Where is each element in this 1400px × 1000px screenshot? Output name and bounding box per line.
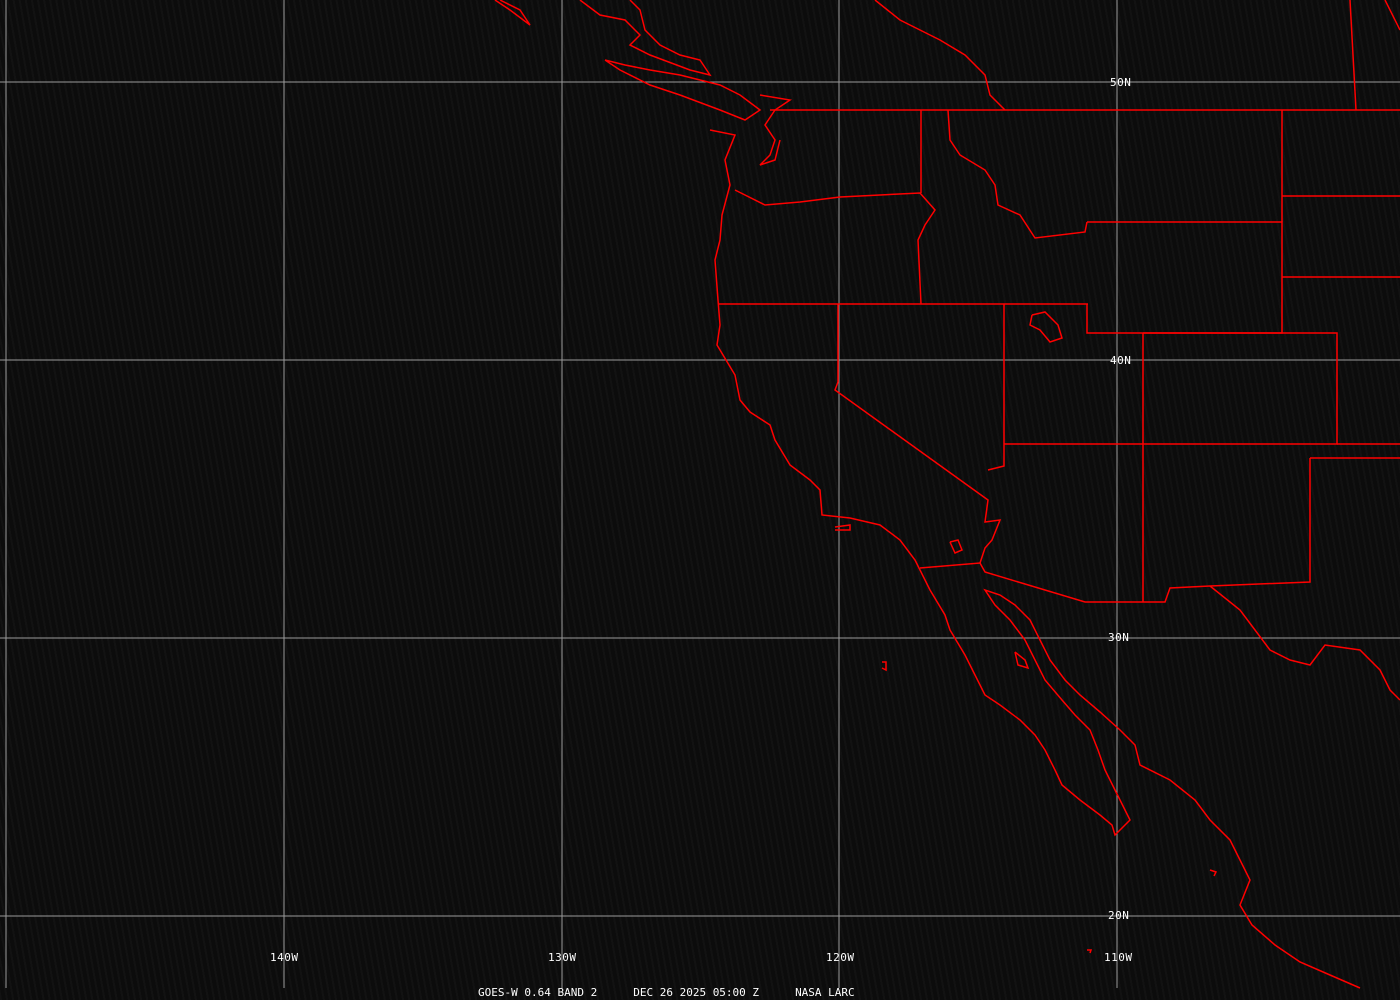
channel-islands bbox=[834, 524, 851, 531]
satellite-band: GOES-W 0.64 BAND 2 bbox=[478, 986, 598, 999]
image-source: NASA LARC bbox=[795, 986, 855, 999]
lat-label-50n: 50N bbox=[1110, 76, 1132, 89]
idaho-montana-border bbox=[947, 109, 1088, 239]
guadalupe-island bbox=[881, 661, 887, 672]
salton-sea bbox=[949, 539, 963, 554]
puget-sound bbox=[759, 94, 792, 166]
new-mexico-east bbox=[919, 458, 1311, 603]
socorro-island bbox=[1087, 949, 1093, 954]
nevada-utah-border bbox=[987, 304, 1005, 471]
boundaries bbox=[494, 0, 1400, 989]
canada-boundary-east bbox=[1349, 0, 1357, 111]
bc-coast bbox=[494, 0, 531, 26]
great-salt-lake bbox=[1029, 311, 1063, 343]
wyoming bbox=[1086, 221, 1283, 334]
colorado bbox=[1004, 332, 1338, 445]
lat-label-30n: 30N bbox=[1108, 631, 1130, 644]
lon-label-130w: 130W bbox=[548, 951, 577, 964]
canada-border-north bbox=[874, 0, 1006, 111]
washington-oregon-border bbox=[734, 189, 936, 305]
gulf-islands bbox=[1014, 651, 1030, 670]
lon-label-120w: 120W bbox=[826, 951, 855, 964]
lat-label-40n: 40N bbox=[1110, 354, 1132, 367]
lon-label-110w: 110W bbox=[1104, 951, 1133, 964]
california-nevada-border bbox=[834, 304, 1002, 564]
image-caption: GOES-W 0.64 BAND 2 DEC 26 2025 05:00 Z NAS… bbox=[478, 987, 891, 999]
canada-boundary-east-2 bbox=[1384, 0, 1400, 31]
bc-islands bbox=[579, 0, 712, 77]
mexico-coast-east bbox=[1209, 585, 1400, 701]
lat-label-20n: 20N bbox=[1108, 909, 1130, 922]
west-coast bbox=[709, 129, 1361, 989]
image-datetime: DEC 26 2025 05:00 Z bbox=[633, 986, 760, 999]
vancouver-island bbox=[604, 59, 762, 121]
tres-marias bbox=[1209, 869, 1218, 877]
lon-label-140w: 140W bbox=[270, 951, 299, 964]
